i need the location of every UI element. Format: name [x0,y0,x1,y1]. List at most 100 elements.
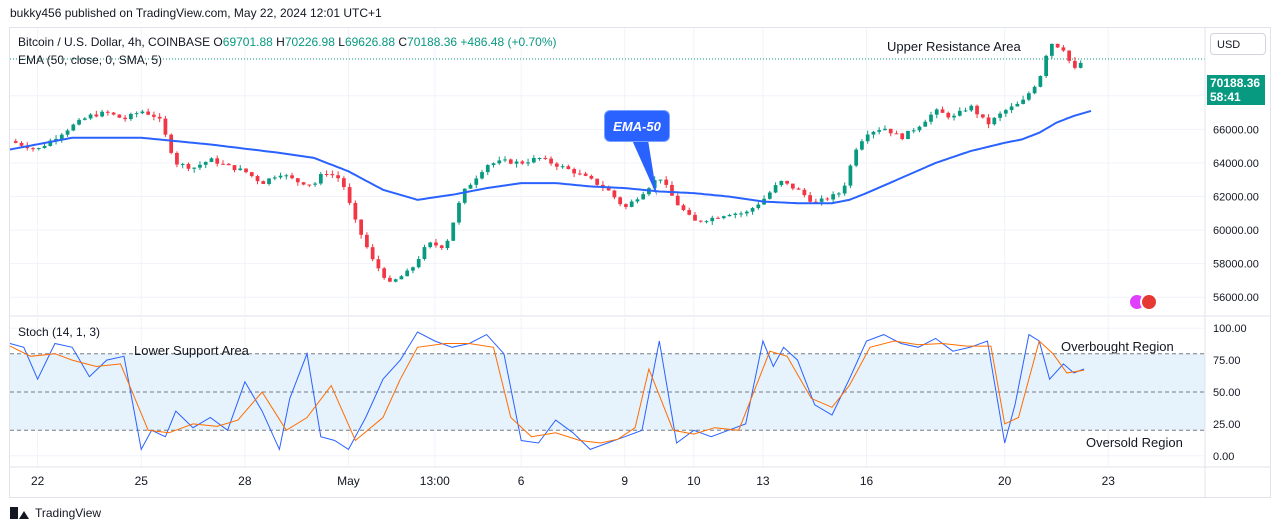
candle-body [192,167,197,169]
candle-body [301,182,306,185]
candle-body [1061,47,1066,51]
candle-body [347,187,352,203]
candle-body [952,115,956,118]
candle-body [65,130,70,135]
candle-body [1055,43,1060,48]
candle-body [341,178,346,188]
candle-body [255,176,260,182]
symbol-label[interactable]: Bitcoin / U.S. Dollar, 4h, COINBASE [18,35,211,49]
time-tick-label: 20 [998,474,1012,488]
candle-body [554,163,559,167]
candle-body [906,130,910,140]
high-label: H [276,35,285,49]
candle-body [88,114,93,119]
candle-body [733,213,738,215]
us-flag-icon[interactable] [1140,293,1158,311]
candle-body [946,112,951,118]
close-value: 70188.36 [407,35,458,49]
candle-body [59,134,64,139]
time-tick-label: 22 [31,474,45,488]
candle-body [842,185,847,194]
candle-body [744,211,749,214]
candle-body [963,110,968,112]
time-tick-label: 23 [1102,474,1116,488]
ema-callout: EMA-50 [604,110,670,142]
candle-body [894,133,899,135]
candle-body [468,184,473,189]
candle-body [330,174,335,176]
candle-body [549,158,553,164]
candle-body [790,183,795,189]
candle-body [261,181,266,184]
candle-body [750,208,755,212]
candle-body [457,202,461,223]
candle-body [503,159,507,161]
candle-body [773,185,778,193]
candle-body [831,194,836,200]
candle-body [670,184,674,196]
candle-body [1032,86,1037,94]
stoch-k-line [9,331,1085,452]
candle-body [428,242,433,248]
candle-body [480,172,484,179]
candle-body [376,259,381,269]
candle-body [721,216,726,219]
candle-body [917,126,922,131]
candle-body [969,105,974,111]
stoch-tick-label: 75.00 [1213,355,1241,367]
candle-body [992,117,997,125]
candle-body [117,114,122,118]
candle-body [1021,99,1025,104]
low-label: L [338,35,345,49]
time-tick-label: May [337,474,360,488]
upper-resistance-label: Upper Resistance Area [887,39,1021,54]
stoch-legend[interactable]: Stoch (14, 1, 3) [18,325,101,339]
candle-body [238,168,243,171]
ohlc-legend: Bitcoin / U.S. Dollar, 4h, COINBASE O697… [18,35,557,49]
candle-body [313,183,317,185]
time-tick-label: 13:00 [420,474,450,488]
stoch-tick-label: 0.00 [1213,451,1234,463]
candle-body [1067,50,1072,61]
candle-body [589,175,594,179]
candle-body [163,118,168,135]
candle-body [42,145,47,149]
time-tick-label: 28 [238,474,252,488]
low-value: 69626.88 [344,35,395,49]
candle-body [837,193,841,195]
candle-body [111,112,116,115]
candle-body [624,204,628,207]
candle-body [445,240,450,248]
candle-body [911,130,916,132]
candle-body [244,168,248,173]
candle-body [221,163,225,165]
candle-body [123,117,127,120]
candle-body [278,175,283,178]
candle-body [825,198,830,200]
candle-body [675,195,680,206]
candle-body [399,276,404,280]
footer: TradingView [10,506,101,520]
candle-body [451,222,456,241]
ema-legend[interactable]: EMA (50, close, 0, SMA, 5) [18,53,163,67]
events-flags-icon[interactable] [1128,293,1160,311]
candle-body [324,174,329,176]
candle-body [215,158,220,164]
currency-button[interactable]: USD [1210,33,1266,55]
candle-body [105,111,110,113]
price-tick-label: 56000.00 [1213,292,1259,304]
oversold-label: Oversold Region [1086,435,1183,450]
candle-body [365,234,369,248]
candle-body [393,279,398,282]
candle-body [888,128,893,134]
candle-body [203,161,208,165]
candle-body [209,158,214,162]
candle-body [198,164,202,168]
price-tick-label: 60000.00 [1213,225,1259,237]
ema50-line [9,109,1092,205]
candle-body [1026,93,1031,100]
candle-body [1073,60,1077,68]
open-label: O [213,35,223,49]
candle-body [526,162,530,164]
